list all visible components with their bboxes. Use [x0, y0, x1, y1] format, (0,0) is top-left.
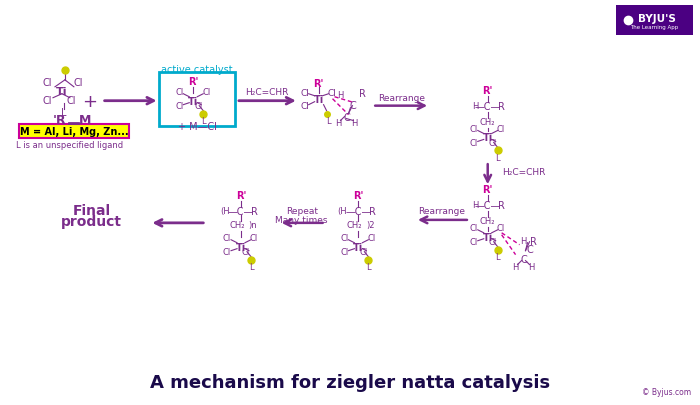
Text: Rearrange: Rearrange [419, 207, 466, 215]
Text: Cl: Cl [489, 238, 497, 247]
Text: The Learning App: The Learning App [630, 25, 678, 30]
Text: CH₂: CH₂ [480, 217, 496, 226]
Text: R': R' [354, 191, 363, 200]
Text: R: R [498, 200, 505, 211]
Text: Cl: Cl [470, 125, 478, 134]
Text: L: L [496, 252, 500, 262]
Text: L: L [366, 262, 371, 271]
Text: H: H [528, 262, 535, 271]
Text: Cl: Cl [175, 88, 183, 97]
Text: C: C [526, 244, 533, 254]
Text: + M—Cl: + M—Cl [178, 122, 217, 132]
Text: C: C [349, 100, 356, 111]
Text: —C—: —C— [475, 101, 500, 111]
Text: Cl: Cl [340, 234, 349, 243]
Text: H: H [520, 237, 526, 245]
Text: Ti: Ti [314, 94, 323, 104]
Text: Cl: Cl [66, 96, 76, 105]
Text: R: R [369, 207, 376, 216]
Text: L: L [248, 262, 253, 271]
Text: +: + [83, 92, 97, 111]
Text: H: H [351, 119, 358, 128]
Text: Cl: Cl [242, 247, 250, 256]
Text: L: L [201, 117, 206, 126]
Text: R': R' [314, 79, 324, 89]
Text: Rearrange: Rearrange [378, 94, 425, 102]
Text: H: H [512, 262, 519, 271]
Text: (H: (H [337, 207, 347, 216]
Text: Cl: Cl [223, 234, 231, 243]
Text: L: L [496, 153, 500, 162]
Text: H₂C=CHR: H₂C=CHR [502, 168, 545, 177]
Text: R: R [359, 89, 366, 98]
Text: Cl: Cl [489, 139, 497, 147]
Text: Cl: Cl [327, 89, 336, 98]
Text: Cl: Cl [250, 234, 258, 243]
Text: Final: Final [73, 203, 111, 217]
Text: Cl: Cl [359, 247, 368, 256]
Text: CH₂: CH₂ [230, 221, 245, 230]
Text: © Byjus.com: © Byjus.com [642, 387, 692, 396]
Text: H: H [473, 201, 479, 210]
Text: C: C [520, 254, 527, 264]
Text: Cl: Cl [496, 125, 505, 134]
Text: (H: (H [220, 207, 230, 216]
Text: R': R' [236, 191, 246, 200]
Text: R': R' [188, 77, 198, 87]
Text: R: R [498, 101, 505, 111]
Text: Cl: Cl [470, 224, 478, 233]
Text: Cl: Cl [73, 78, 83, 87]
Text: L: L [326, 117, 331, 126]
Text: H: H [335, 119, 342, 128]
Text: Cl: Cl [300, 102, 309, 111]
Text: Cl: Cl [194, 102, 202, 111]
Text: Cl: Cl [300, 89, 309, 98]
Text: Ti: Ti [56, 87, 68, 96]
Text: Cl: Cl [223, 247, 231, 256]
Text: Cl: Cl [470, 238, 478, 247]
Text: CH₂: CH₂ [480, 118, 496, 127]
Text: Ti: Ti [354, 242, 363, 252]
Text: H: H [473, 102, 479, 111]
Text: active catalyst: active catalyst [162, 65, 233, 75]
Text: —C—: —C— [475, 200, 500, 211]
Text: L is an unspecified ligand: L is an unspecified ligand [16, 141, 123, 150]
Text: Repeat: Repeat [286, 207, 318, 215]
Text: A mechanism for ziegler natta catalysis: A mechanism for ziegler natta catalysis [150, 373, 550, 391]
Text: H₂C=CHR: H₂C=CHR [245, 87, 288, 96]
Text: R: R [251, 207, 258, 216]
Text: Cl: Cl [496, 224, 505, 233]
Text: R': R' [482, 185, 493, 195]
Text: BYJU'S: BYJU'S [638, 14, 676, 24]
Text: product: product [62, 214, 122, 228]
Text: Cl: Cl [42, 78, 52, 87]
Text: Cl: Cl [340, 247, 349, 256]
Text: M: M [78, 113, 91, 126]
Text: Ti: Ti [482, 133, 493, 143]
Text: R: R [530, 236, 537, 246]
Text: M = Al, Li, Mg, Zn...: M = Al, Li, Mg, Zn... [20, 127, 128, 136]
Text: Cl: Cl [202, 88, 210, 97]
Text: Cl: Cl [175, 102, 183, 111]
Text: )n: )n [248, 221, 258, 230]
Text: Ti: Ti [482, 232, 493, 242]
Text: L: L [61, 107, 66, 117]
FancyBboxPatch shape [19, 124, 129, 139]
Text: Many times: Many times [275, 215, 328, 224]
Text: Ti: Ti [188, 96, 198, 107]
Text: Cl: Cl [470, 139, 478, 147]
Text: Cl: Cl [368, 234, 375, 243]
Text: CH₂: CH₂ [346, 221, 362, 230]
Text: C: C [343, 112, 350, 122]
Text: Cl: Cl [42, 96, 52, 105]
FancyBboxPatch shape [160, 73, 235, 126]
FancyBboxPatch shape [616, 6, 692, 36]
Text: )2: )2 [366, 221, 375, 230]
Text: H: H [337, 91, 344, 100]
Text: —C—: —C— [345, 207, 372, 216]
Text: 'R: 'R [53, 113, 66, 126]
Text: —C—: —C— [228, 207, 254, 216]
Text: R': R' [482, 85, 493, 96]
Text: Ti: Ti [236, 242, 246, 252]
